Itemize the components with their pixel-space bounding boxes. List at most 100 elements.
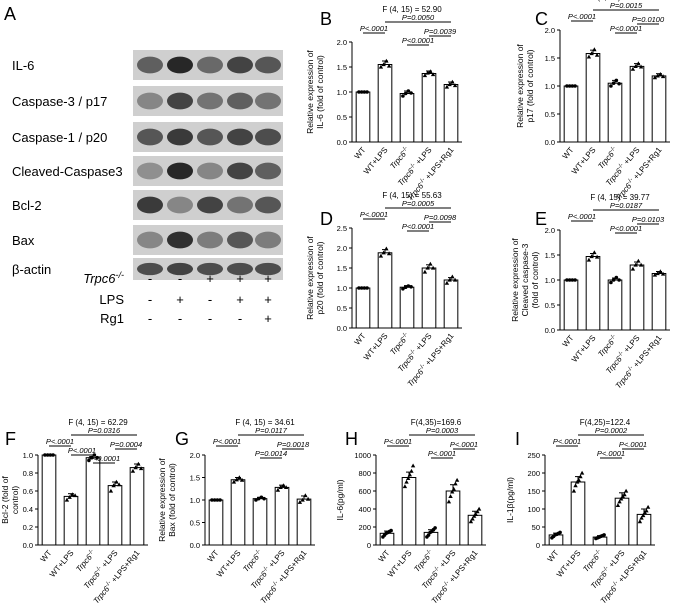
point-1-1 [67, 495, 72, 499]
point-2-0 [401, 94, 405, 98]
bar-3 [629, 264, 645, 331]
blot-band-0-4 [255, 56, 281, 74]
blot-label-5: Bax [12, 233, 35, 248]
comparison-label-3: P=0.0039 [424, 27, 457, 36]
point-4-0 [130, 468, 136, 473]
point-1-2 [70, 492, 75, 497]
point-1-1 [589, 51, 594, 56]
point-4-3 [138, 466, 144, 471]
point-2-1 [403, 285, 408, 290]
blot-band-1-3 [227, 92, 253, 110]
blot-band-2-4 [255, 128, 281, 146]
y-axis-label-line-1: p20 (fold of control) [315, 241, 325, 314]
point-3-2 [636, 61, 641, 66]
point-3-3 [638, 262, 644, 267]
comparison-label-3: P=0.0098 [424, 213, 457, 222]
point-3-1 [111, 483, 116, 488]
bar-1 [63, 495, 79, 546]
blot-band-1-2 [197, 92, 223, 110]
point-3-1 [617, 499, 622, 504]
y-tick-label-0: 0.0 [545, 326, 555, 335]
blot-band-1-1 [167, 92, 193, 110]
comparison-label-4: P=0.0004 [110, 440, 142, 449]
y-axis-label-line-1: IL-6 (fold of control) [315, 55, 325, 129]
x-tick-label-3-sup: -/- [409, 348, 417, 356]
chart-g: G F (4, 15) = 34.61 0.0 0.5 1.0 1.5 2.0 Relativ… [157, 418, 315, 606]
y-axis-label-line-0: Relative expression of [510, 238, 520, 322]
y-tick-label-3: 1.5 [337, 63, 347, 72]
point-3-1 [633, 64, 638, 68]
y-tick-label-1: 0.5 [337, 304, 347, 313]
comparison-label-0: P<.0001 [568, 212, 596, 221]
point-1-5 [579, 470, 585, 475]
point-1-3 [407, 472, 413, 477]
condition-name-2: Rg1 [100, 311, 124, 326]
y-tick-label-5: 1.0 [23, 451, 33, 460]
chart-h: H F(4,35)=169.6 0 200 400 600 800 1000 IL-6(pg/m… [335, 418, 486, 606]
point-1-0 [231, 479, 237, 484]
y-axis-label: Relative expression ofCleaved caspase-3(… [510, 238, 540, 322]
point-4-0 [444, 84, 450, 89]
comparison-label-2: P<.0001 [597, 449, 625, 458]
x-tick-label-2-sup: -/- [254, 549, 262, 557]
point-1-1 [234, 477, 239, 482]
x-tick-label-3-sup: -/- [617, 350, 625, 358]
point-1-3 [576, 477, 582, 482]
blot-band-images [133, 50, 283, 280]
point-0-3 [51, 453, 55, 457]
point-0-2 [362, 286, 367, 290]
y-tick-label-1: 200 [358, 523, 371, 532]
comparison-label-1: P=0.0117 [255, 426, 288, 435]
comparison-label-2: P<.0001 [68, 446, 96, 455]
point-3-1 [278, 485, 283, 489]
y-axis-label-line-0: IL-6(pg/ml) [335, 479, 345, 520]
bar-0 [379, 532, 395, 546]
bar-2 [85, 457, 101, 546]
x-tick-label-4-sup: -/- [418, 363, 426, 371]
point-4-1 [300, 497, 305, 502]
point-4-2 [303, 493, 308, 498]
panel-letter-f: F [5, 429, 16, 449]
point-1-3 [594, 52, 600, 57]
bar-0 [563, 279, 579, 331]
point-2-1 [89, 455, 94, 460]
point-2-1 [426, 533, 431, 537]
y-tick-label-3: 1.5 [337, 264, 347, 273]
comparison-label-1: P=0.0316 [88, 426, 121, 435]
point-2-0 [609, 84, 613, 88]
point-0-0 [357, 90, 361, 94]
point-2-3 [617, 278, 621, 282]
point-0-3 [218, 498, 222, 502]
point-2-3 [409, 91, 413, 95]
blot-band-6-4 [255, 262, 281, 276]
x-tick-label-3-rest: +LPS [605, 549, 626, 572]
point-1-2 [592, 47, 597, 52]
chart-title: F (4, 15) = 62.29 [68, 418, 128, 427]
point-4-0 [637, 519, 643, 524]
point-3-1 [633, 262, 638, 267]
point-3-2 [618, 496, 624, 501]
blot-condition-rows: Trpc6-/- - - + + + LPS - + - + + Rg1 - - - - + [83, 270, 272, 326]
blot-band-5-1 [167, 231, 193, 249]
bar-1 [377, 252, 393, 329]
point-1-0 [586, 54, 592, 59]
y-tick-label-0: 0.0 [23, 541, 33, 550]
x-tick-label-0: WT [561, 333, 576, 348]
y-axis-label: IL-6(pg/ml) [335, 479, 345, 520]
condition-sign-1-4: + [264, 292, 272, 307]
y-tick-label-3: 600 [358, 487, 371, 496]
point-1-1 [404, 479, 409, 484]
point-1-1 [381, 62, 386, 67]
point-2-5 [602, 533, 606, 537]
point-4-1 [655, 73, 660, 78]
point-2-3 [95, 455, 99, 460]
comparison-label-3: P<0.0001 [88, 454, 120, 463]
panel-letter-a: A [4, 4, 16, 24]
blot-band-0-2 [197, 56, 223, 74]
x-tick-label-0: WT [39, 548, 54, 563]
condition-label-0: Trpc6-/- [83, 270, 124, 286]
point-4-2 [450, 79, 455, 84]
y-tick-label-0: 0 [536, 541, 540, 550]
point-1-0 [402, 484, 408, 489]
